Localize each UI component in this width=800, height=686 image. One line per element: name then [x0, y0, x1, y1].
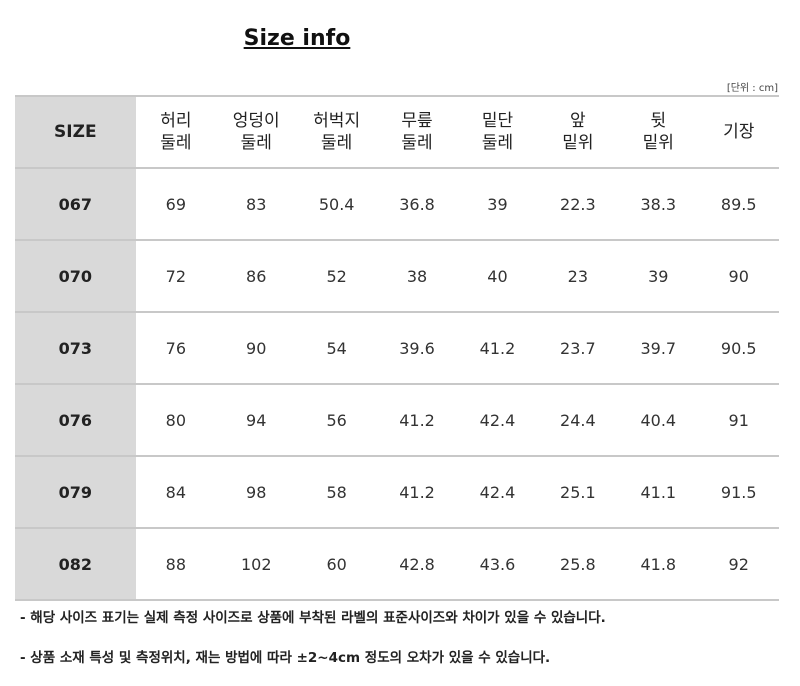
size-cell: 082: [15, 527, 136, 601]
measure-cell: 24.4: [537, 383, 619, 457]
size-cell: 070: [15, 239, 136, 313]
measure-cell: 50.4: [296, 167, 377, 241]
measure-cell: 38: [376, 239, 458, 313]
unit-label: [단위 : cm]: [726, 83, 778, 94]
measure-cell: 23.7: [537, 311, 619, 385]
header-row: SIZE 허리 둘레 엉덩이 둘레 허벅지 둘레 무릎 둘레 밑단 둘레 앞 밑위 뒷 밑위 기장: [15, 95, 779, 169]
measure-cell: 39.6: [376, 311, 458, 385]
header-size: SIZE: [15, 95, 136, 169]
measure-cell: 42.4: [457, 383, 538, 457]
measure-cell: 89.5: [698, 167, 779, 241]
measure-cell: 41.2: [376, 455, 458, 529]
size-cell: 076: [15, 383, 136, 457]
measure-cell: 91.5: [698, 455, 779, 529]
note-1: - 해당 사이즈 표기는 실제 측정 사이즈로 상품에 부착된 라벨의 표준사이…: [20, 610, 606, 626]
table-row: 070 72 86 52 38 40 23 39 90: [15, 239, 779, 313]
measure-cell: 56: [296, 383, 377, 457]
table-row: 076 80 94 56 41.2 42.4 24.4 40.4 91: [15, 383, 779, 457]
measure-cell: 84: [135, 455, 217, 529]
measure-cell: 88: [135, 527, 217, 601]
measure-cell: 39: [457, 167, 538, 241]
measure-cell: 86: [216, 239, 297, 313]
measure-cell: 25.1: [537, 455, 619, 529]
measure-cell: 98: [216, 455, 297, 529]
measure-cell: 23: [537, 239, 619, 313]
table-row: 067 69 83 50.4 36.8 39 22.3 38.3 89.5: [15, 167, 779, 241]
measure-cell: 80: [135, 383, 217, 457]
measure-cell: 41.2: [376, 383, 458, 457]
column-header: 기장: [698, 95, 779, 169]
measure-cell: 41.1: [618, 455, 699, 529]
measure-cell: 102: [216, 527, 297, 601]
measure-cell: 38.3: [618, 167, 699, 241]
measure-cell: 42.4: [457, 455, 538, 529]
table-row: 082 88 102 60 42.8 43.6 25.8 41.8 92: [15, 527, 779, 601]
measure-cell: 94: [216, 383, 297, 457]
measure-cell: 90: [698, 239, 779, 313]
column-header: 무릎 둘레: [376, 95, 458, 169]
column-header: 허리 둘레: [135, 95, 217, 169]
measure-cell: 41.2: [457, 311, 538, 385]
measure-cell: 72: [135, 239, 217, 313]
measure-cell: 22.3: [537, 167, 619, 241]
column-header: 밑단 둘레: [457, 95, 538, 169]
measure-cell: 58: [296, 455, 377, 529]
column-header: 뒷 밑위: [618, 95, 699, 169]
measure-cell: 60: [296, 527, 377, 601]
size-cell: 073: [15, 311, 136, 385]
column-header: 앞 밑위: [537, 95, 619, 169]
measure-cell: 54: [296, 311, 377, 385]
measure-cell: 83: [216, 167, 297, 241]
measure-cell: 69: [135, 167, 217, 241]
measure-cell: 39.7: [618, 311, 699, 385]
size-table: SIZE 허리 둘레 엉덩이 둘레 허벅지 둘레 무릎 둘레 밑단 둘레 앞 밑위 뒷 밑위 기장 067 69…: [15, 95, 779, 601]
measure-cell: 52: [296, 239, 377, 313]
measure-cell: 40.4: [618, 383, 699, 457]
measure-cell: 76: [135, 311, 217, 385]
measure-cell: 43.6: [457, 527, 538, 601]
measure-cell: 40: [457, 239, 538, 313]
measure-cell: 91: [698, 383, 779, 457]
table-row: 073 76 90 54 39.6 41.2 23.7 39.7 90.5: [15, 311, 779, 385]
measure-cell: 92: [698, 527, 779, 601]
notes: - 해당 사이즈 표기는 실제 측정 사이즈로 상품에 부착된 라벨의 표준사이…: [20, 606, 606, 686]
measure-cell: 25.8: [537, 527, 619, 601]
measure-cell: 36.8: [376, 167, 458, 241]
measure-cell: 90.5: [698, 311, 779, 385]
column-header: 엉덩이 둘레: [216, 95, 297, 169]
measure-cell: 41.8: [618, 527, 699, 601]
measure-cell: 39: [618, 239, 699, 313]
note-2: - 상품 소재 특성 및 측정위치, 재는 방법에 따라 ±2~4cm 정도의 …: [20, 650, 551, 666]
measure-cell: 90: [216, 311, 297, 385]
column-header: 허벅지 둘레: [296, 95, 377, 169]
page-title: Size info: [243, 26, 351, 51]
size-cell: 079: [15, 455, 136, 529]
table-row: 079 84 98 58 41.2 42.4 25.1 41.1 91.5: [15, 455, 779, 529]
size-cell: 067: [15, 167, 136, 241]
measure-cell: 42.8: [376, 527, 458, 601]
